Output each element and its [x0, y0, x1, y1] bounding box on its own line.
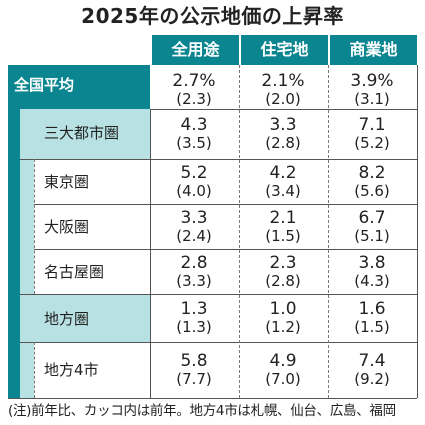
cell-value: 2.1 (1.5) — [241, 209, 325, 245]
previous-value: (1.5) — [354, 318, 390, 336]
cell-value: 4.3 (3.5) — [152, 116, 236, 152]
previous-value: (3.5) — [176, 134, 212, 152]
previous-value: (4.3) — [354, 272, 390, 290]
current-value: 2.7% — [172, 71, 216, 91]
cell-value: 2.8 (3.3) — [152, 254, 236, 290]
footnote: (注)前年比、カッコ内は前年。地方4市は札幌、仙台、広島、福岡 — [8, 403, 396, 419]
local-sub-strip — [20, 342, 34, 398]
current-value: 2.1 — [269, 208, 297, 228]
current-value: 7.4 — [358, 351, 386, 371]
current-value: 3.8 — [358, 253, 386, 273]
row-label-nagoya: 名古屋圏 — [44, 263, 105, 281]
current-value: 4.3 — [180, 115, 208, 135]
previous-value: (2.8) — [265, 134, 301, 152]
current-value: 2.1% — [261, 71, 305, 91]
previous-value: (3.4) — [265, 182, 301, 200]
row-label-osaka: 大阪圏 — [44, 218, 90, 236]
row-label-three-metro: 三大都市圏 — [44, 124, 120, 142]
column-divider — [239, 65, 240, 398]
current-value: 2.3 — [269, 253, 297, 273]
cell-value: 2.7% (2.3) — [152, 72, 236, 108]
previous-value: (3.1) — [354, 90, 390, 108]
cell-value: 7.4 (9.2) — [330, 352, 414, 388]
current-value: 5.2 — [180, 163, 208, 183]
current-value: 8.2 — [358, 163, 386, 183]
previous-value: (4.0) — [176, 182, 212, 200]
cell-value: 2.1% (2.0) — [241, 72, 325, 108]
previous-value: (7.7) — [176, 370, 212, 388]
row-divider — [8, 398, 417, 399]
previous-value: (3.3) — [176, 272, 212, 290]
cell-value: 1.3 (1.3) — [152, 300, 236, 336]
row-label-local: 地方圏 — [44, 310, 90, 328]
current-value: 3.3 — [180, 208, 208, 228]
current-value: 5.8 — [180, 351, 208, 371]
previous-value: (9.2) — [354, 370, 390, 388]
column-header-commercial: 商業地 — [328, 35, 417, 65]
row-divider — [20, 294, 417, 295]
metro-sub-strip — [20, 159, 34, 294]
cell-value: 6.7 (5.1) — [330, 209, 414, 245]
row-label-local-four: 地方4市 — [44, 361, 99, 379]
current-value: 4.2 — [269, 163, 297, 183]
table-right-border — [417, 65, 418, 398]
cell-value: 3.9% (3.1) — [330, 72, 414, 108]
current-value: 1.6 — [358, 299, 386, 319]
row-divider — [34, 249, 417, 250]
national-label-cell — [8, 65, 150, 109]
current-value: 4.9 — [269, 351, 297, 371]
previous-value: (2.8) — [265, 272, 301, 290]
row-label-tokyo: 東京圏 — [44, 173, 90, 191]
cell-value: 5.2 (4.0) — [152, 164, 236, 200]
current-value: 1.3 — [180, 299, 208, 319]
previous-value: (5.6) — [354, 182, 390, 200]
cell-value: 2.3 (2.8) — [241, 254, 325, 290]
row-divider — [20, 342, 417, 343]
cell-value: 3.3 (2.8) — [241, 116, 325, 152]
current-value: 7.1 — [358, 115, 386, 135]
column-header-residential: 住宅地 — [239, 35, 328, 65]
previous-value: (5.2) — [354, 134, 390, 152]
column-divider — [328, 65, 329, 398]
cell-value: 3.3 (2.4) — [152, 209, 236, 245]
cell-value: 8.2 (5.6) — [330, 164, 414, 200]
previous-value: (1.2) — [265, 318, 301, 336]
cell-value: 5.8 (7.7) — [152, 352, 236, 388]
rate-table: 全用途 住宅地 商業地 全国平均 三大都市圏 東京圏 大阪圏 名古屋圏 地方圏 … — [8, 35, 418, 399]
metro-label-cell — [20, 109, 150, 159]
sub-region-divider — [34, 159, 35, 294]
column-divider — [150, 109, 151, 398]
previous-value: (2.3) — [176, 90, 212, 108]
current-value: 6.7 — [358, 208, 386, 228]
previous-value: (2.0) — [265, 90, 301, 108]
cell-value: 3.8 (4.3) — [330, 254, 414, 290]
previous-value: (1.3) — [176, 318, 212, 336]
previous-value: (1.5) — [265, 227, 301, 245]
previous-value: (5.1) — [354, 227, 390, 245]
cell-value: 1.6 (1.5) — [330, 300, 414, 336]
local-label-cell — [20, 294, 150, 342]
current-value: 2.8 — [180, 253, 208, 273]
row-divider — [20, 159, 417, 160]
row-divider — [34, 204, 417, 205]
sub-region-divider — [34, 342, 35, 398]
row-label-national: 全国平均 — [14, 76, 75, 94]
cell-value: 7.1 (5.2) — [330, 116, 414, 152]
previous-value: (2.4) — [176, 227, 212, 245]
row-divider — [150, 109, 417, 110]
previous-value: (7.0) — [265, 370, 301, 388]
column-header-all: 全用途 — [150, 35, 239, 65]
cell-value: 4.9 (7.0) — [241, 352, 325, 388]
current-value: 3.3 — [269, 115, 297, 135]
current-value: 1.0 — [269, 299, 297, 319]
cell-value: 4.2 (3.4) — [241, 164, 325, 200]
cell-value: 1.0 (1.2) — [241, 300, 325, 336]
region-strip — [8, 65, 20, 398]
chart-title: 2025年の公示地価の上昇率 — [81, 4, 344, 28]
current-value: 3.9% — [350, 71, 394, 91]
